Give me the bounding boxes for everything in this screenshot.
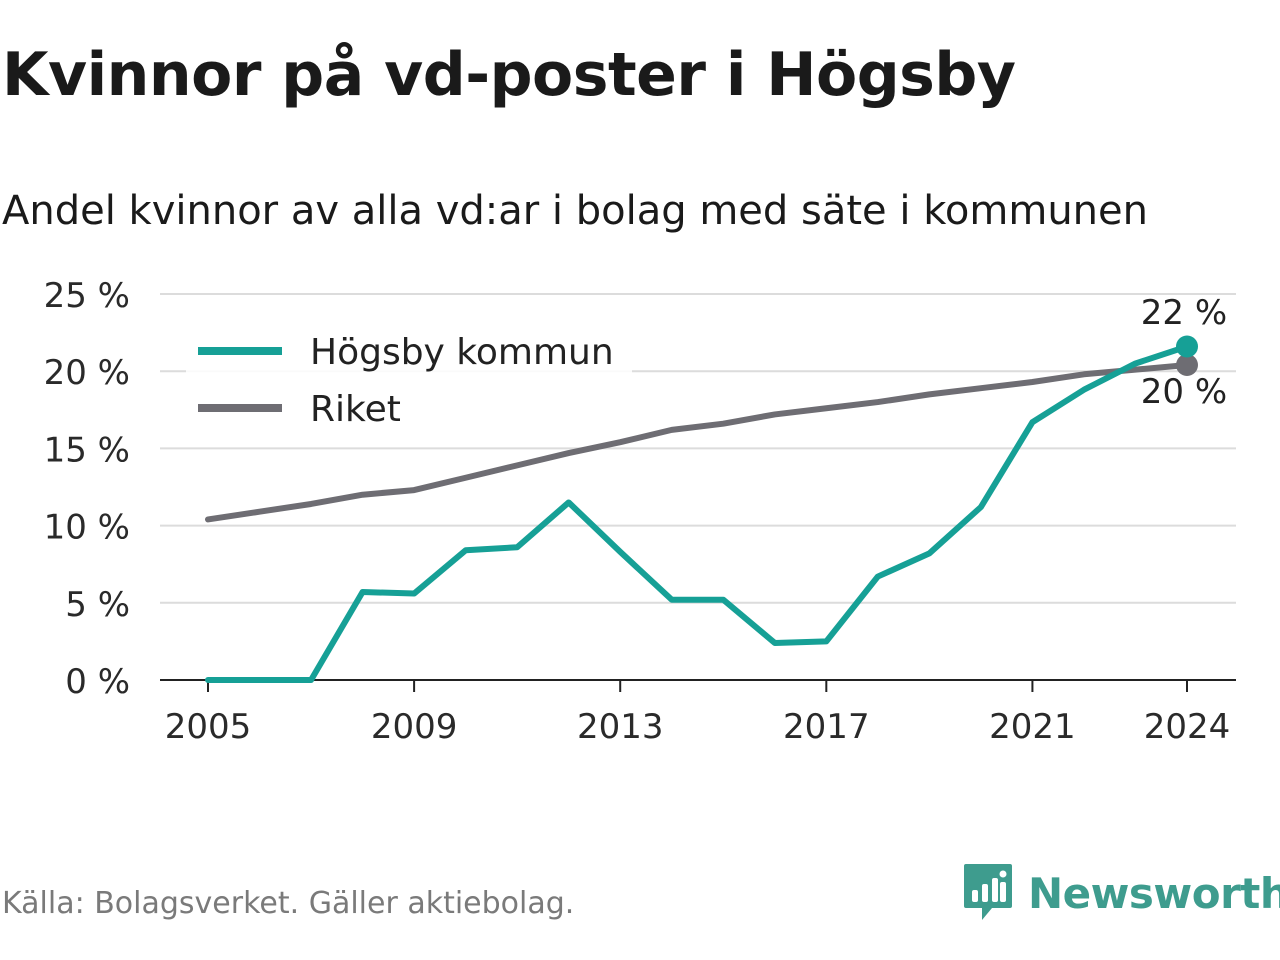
x-tick-label: 2017	[783, 707, 870, 747]
x-tick-label: 2021	[989, 707, 1076, 747]
y-tick-label: 10 %	[44, 508, 130, 548]
y-tick-label: 0 %	[65, 662, 130, 702]
series-line	[205, 362, 1190, 523]
end-labels: 22 % 20 %	[1141, 293, 1227, 412]
y-tick-label: 5 %	[65, 585, 130, 625]
legend-label: Riket	[310, 389, 401, 430]
end-point	[1176, 335, 1198, 358]
legend: Högsby kommun Riket	[186, 326, 632, 442]
chart-subtitle: Andel kvinnor av alla vd:ar i bolag med …	[2, 188, 1148, 234]
axes: 0 % 5 % 10 % 15 % 20 % 25 % 2005 2009 2013 2017 20…	[44, 276, 1236, 747]
x-tick-label: 2024	[1144, 707, 1231, 747]
x-tick-label: 2013	[577, 707, 664, 747]
end-point	[1176, 354, 1198, 377]
source-note: Källa: Bolagsverket. Gäller aktiebolag.	[2, 886, 575, 921]
chart-title: Kvinnor på vd-poster i Högsby	[2, 40, 1016, 110]
y-tick-label: 25 %	[44, 276, 130, 316]
series-layer	[205, 335, 1198, 683]
legend-label: Högsby kommun	[310, 332, 614, 373]
y-tick-label: 15 %	[44, 430, 130, 470]
brand-name: Newsworthy	[1028, 868, 1280, 918]
brand-logo: Newsworthy	[962, 862, 1280, 924]
x-tick-label: 2005	[165, 707, 252, 747]
end-label: 22 %	[1141, 293, 1227, 333]
newsworthy-logo-icon	[964, 864, 1012, 920]
series-line	[205, 343, 1190, 683]
end-label: 20 %	[1141, 372, 1227, 412]
legend-background	[186, 326, 632, 442]
x-tick-label: 2009	[371, 707, 458, 747]
y-tick-label: 20 %	[44, 353, 130, 393]
